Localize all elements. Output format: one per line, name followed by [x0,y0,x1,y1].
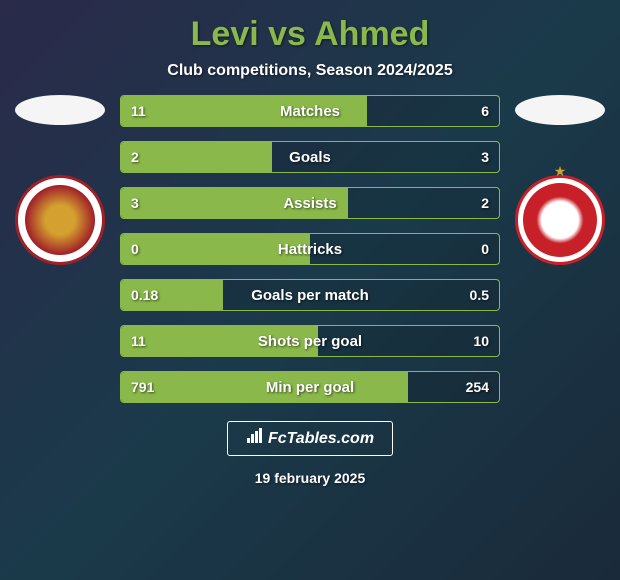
stats-column: 11 Matches 6 2 Goals 3 3 Assists 2 0 Hat… [110,95,510,403]
stat-left-value: 3 [131,195,139,211]
date: 19 february 2025 [255,470,366,486]
stat-bar-goals: 2 Goals 3 [120,141,500,173]
stat-label: Min per goal [266,379,354,396]
stat-bar-min-per-goal: 791 Min per goal 254 [120,371,500,403]
stat-bar-goals-per-match: 0.18 Goals per match 0.5 [120,279,500,311]
club-right-logo: ★ [515,175,605,265]
stat-left-value: 2 [131,149,139,165]
stat-right-value: 0 [481,241,489,257]
stat-label: Hattricks [278,241,342,258]
stat-right-value: 10 [473,333,489,349]
brand-box: FcTables.com [227,421,393,456]
stat-left-value: 0 [131,241,139,257]
stat-bar-matches: 11 Matches 6 [120,95,500,127]
subtitle: Club competitions, Season 2024/2025 [167,62,452,80]
stat-left-value: 11 [131,103,146,119]
stat-left-value: 0.18 [131,287,158,303]
chart-icon [246,428,264,449]
player-right-photo [515,95,605,125]
stat-right-value: 3 [481,149,489,165]
stat-bar-hattricks: 0 Hattricks 0 [120,233,500,265]
stat-bar-assists: 3 Assists 2 [120,187,500,219]
stat-label: Goals per match [251,287,369,304]
star-icon: ★ [554,163,567,180]
player-left-photo [15,95,105,125]
stat-label: Shots per goal [258,333,362,350]
stat-label: Goals [289,149,331,166]
stat-label: Matches [280,103,340,120]
page-title: Levi vs Ahmed [191,15,430,54]
brand-label: FcTables.com [268,430,374,448]
player-right-column: ★ [510,95,610,265]
stat-right-value: 2 [481,195,489,211]
stat-label: Assists [283,195,336,212]
stat-left-value: 11 [131,333,146,349]
content-row: 11 Matches 6 2 Goals 3 3 Assists 2 0 Hat… [0,95,620,403]
stat-right-value: 0.5 [470,287,489,303]
stat-right-value: 6 [481,103,489,119]
player-left-column [10,95,110,265]
stat-fill [121,372,408,402]
stat-fill [121,142,272,172]
stat-right-value: 254 [466,379,489,395]
stat-left-value: 791 [131,379,154,395]
club-left-logo [15,175,105,265]
stat-bar-shots-per-goal: 11 Shots per goal 10 [120,325,500,357]
